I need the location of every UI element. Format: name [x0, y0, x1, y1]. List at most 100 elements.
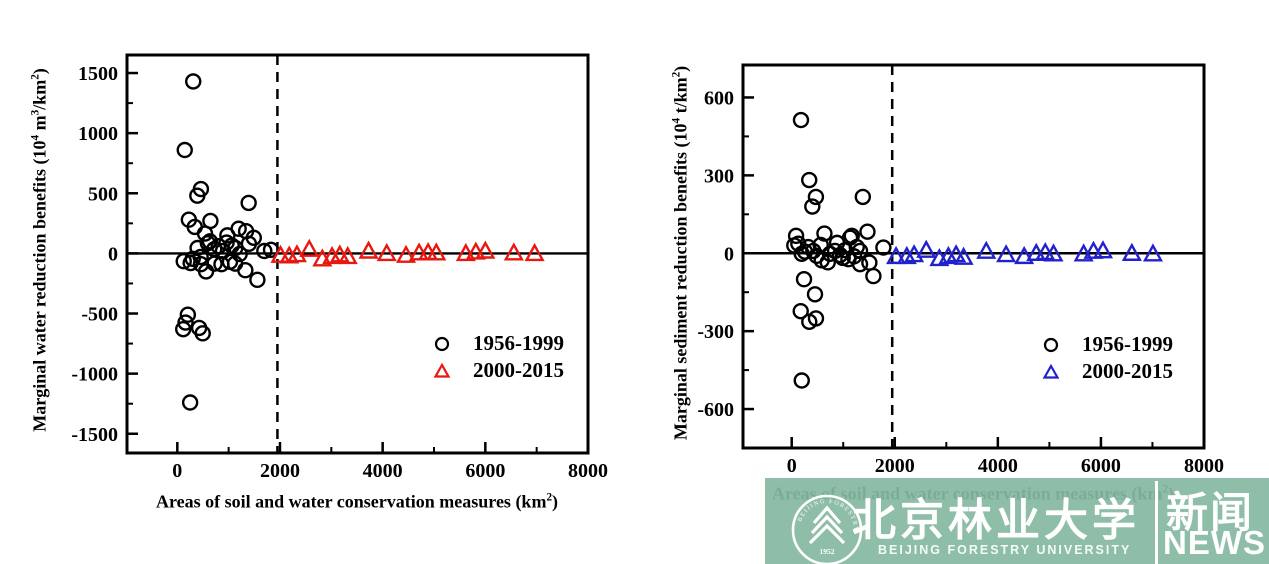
- data-point-circle: [256, 242, 273, 260]
- x-tick-label: 0: [172, 460, 182, 482]
- data-point-circle: [861, 254, 878, 271]
- plot-frame: [741, 63, 1206, 450]
- y-title-sup: 4: [29, 134, 42, 141]
- data-point-circle: [175, 253, 192, 270]
- x-tick-label: 8000: [1184, 455, 1224, 477]
- logo-tree-chevron: [810, 514, 844, 535]
- legend-label: 1956-1999: [473, 331, 564, 355]
- data-point-triangle: [976, 240, 997, 259]
- x-tick-label: 8000: [568, 460, 608, 482]
- data-point-circle: [194, 325, 211, 342]
- data-point-circle: [816, 225, 833, 242]
- x-title-sup: 2: [546, 491, 553, 504]
- data-point-circle: [175, 320, 192, 338]
- data-point-circle: [787, 227, 805, 245]
- data-point-triangle: [904, 244, 925, 263]
- data-point-triangle: [1092, 240, 1114, 259]
- logo-tree-chevron: [808, 523, 846, 545]
- x-tick-label: 6000: [465, 460, 505, 482]
- y-tick-label: -1000: [71, 364, 118, 386]
- logo-ring: [791, 494, 863, 564]
- y-title-sup: 4: [670, 117, 683, 124]
- data-point-triangle: [1142, 243, 1164, 262]
- data-point-circle: [806, 286, 824, 303]
- data-point-circle: [201, 233, 219, 250]
- watermark-divider: [1155, 481, 1158, 564]
- legend-right-plot: 1956-1999 2000-2015: [1042, 331, 1173, 385]
- y-title-sup: 3: [29, 109, 42, 116]
- data-point-triangle: [996, 244, 1017, 263]
- news-label-english: NEWS: [1163, 524, 1266, 561]
- data-point-circle: [875, 239, 892, 256]
- left-x-axis-title: Areas of soil and water conservation mea…: [156, 492, 558, 513]
- y-title-sup: 2: [670, 71, 683, 78]
- data-point-triangle: [953, 246, 974, 265]
- x-tick-label: 2000: [875, 455, 915, 477]
- data-point-circle: [859, 223, 876, 240]
- y-tick-label: 0: [108, 243, 118, 265]
- data-point-circle: [848, 238, 865, 256]
- legend-label: 2000-2015: [473, 358, 564, 382]
- left-y-axis-title: Marginal water reduction benefits (104 m…: [30, 68, 51, 432]
- data-point-circle: [249, 271, 266, 289]
- data-point-circle: [237, 262, 254, 279]
- beijing-forestry-university-logo: BEIJING FORESTRY UNIVERSITY 1952: [789, 492, 863, 564]
- data-point-circle: [804, 198, 821, 215]
- data-point-circle: [792, 111, 810, 129]
- y-tick-label: 300: [704, 165, 734, 187]
- plot-0: 0 2000 4000 6000 8000 -1500 -1000 -500 0 500 1000 1…: [71, 53, 608, 482]
- legend-row: 1956-1999: [1042, 331, 1173, 358]
- y-title-text: Marginal water reduction benefits (10: [29, 140, 50, 432]
- x-tick-label: 0: [787, 455, 797, 477]
- x-title-text: ): [552, 491, 559, 512]
- y-tick-label: 1500: [78, 63, 118, 85]
- data-point-triangle: [475, 240, 496, 259]
- data-point-circle: [845, 248, 863, 265]
- plot-1: 0 2000 4000 6000 8000 -600 -300 0 300 600: [697, 63, 1224, 477]
- data-point-triangle: [503, 242, 524, 261]
- x-tick-label: 6000: [1081, 455, 1121, 477]
- data-point-circle: [179, 306, 197, 323]
- data-point-circle: [807, 310, 825, 327]
- legend-row: 2000-2015: [433, 357, 564, 384]
- y-tick-label: 1000: [78, 123, 118, 145]
- x-title-text: Areas of soil and water conservation mea…: [155, 491, 547, 512]
- x-tick-label: 2000: [260, 460, 300, 482]
- data-point-circle: [786, 237, 803, 254]
- y-title-text: Marginal sediment reduction benefits (10: [670, 123, 691, 441]
- legend-row: 2000-2015: [1042, 358, 1173, 385]
- data-point-circle: [854, 188, 872, 206]
- y-title-text: ): [29, 68, 50, 75]
- y-tick-label: -500: [81, 304, 118, 326]
- university-name-chinese: 北京林业大学: [852, 496, 1140, 545]
- y-tick-label: -300: [697, 321, 734, 343]
- data-point-triangle: [1121, 242, 1142, 261]
- data-point-circle: [240, 194, 257, 212]
- data-point-circle: [793, 372, 810, 389]
- data-point-circle: [801, 171, 818, 189]
- data-point-circle: [182, 254, 199, 272]
- news-label-chinese: 新闻: [1166, 491, 1255, 537]
- y-title-sup: 2: [29, 74, 42, 80]
- legend-triangle-marker: [1042, 363, 1060, 379]
- data-point-circle: [819, 254, 836, 271]
- legend-triangle-marker: [433, 362, 451, 378]
- data-point-circle: [192, 180, 210, 198]
- data-point-triangle: [426, 242, 447, 261]
- x-tick-label: 4000: [363, 460, 403, 482]
- legend-label: 1956-1999: [1082, 332, 1173, 356]
- y-tick-label: -600: [697, 399, 734, 421]
- data-point-circle: [795, 271, 813, 288]
- data-point-triangle: [395, 244, 417, 263]
- y-title-text: /km: [29, 79, 50, 110]
- data-point-circle: [218, 234, 235, 251]
- data-point-triangle: [358, 240, 379, 259]
- logo-year: 1952: [820, 547, 835, 556]
- university-name-english: BEIJING FORESTRY UNIVERSITY: [878, 543, 1132, 557]
- right-y-axis-title: Marginal sediment reduction benefits (10…: [671, 66, 692, 440]
- y-tick-label: -1500: [71, 424, 118, 446]
- y-tick-label: 500: [88, 183, 118, 205]
- y-title-text: t/km: [670, 77, 691, 118]
- data-point-triangle: [1043, 243, 1064, 262]
